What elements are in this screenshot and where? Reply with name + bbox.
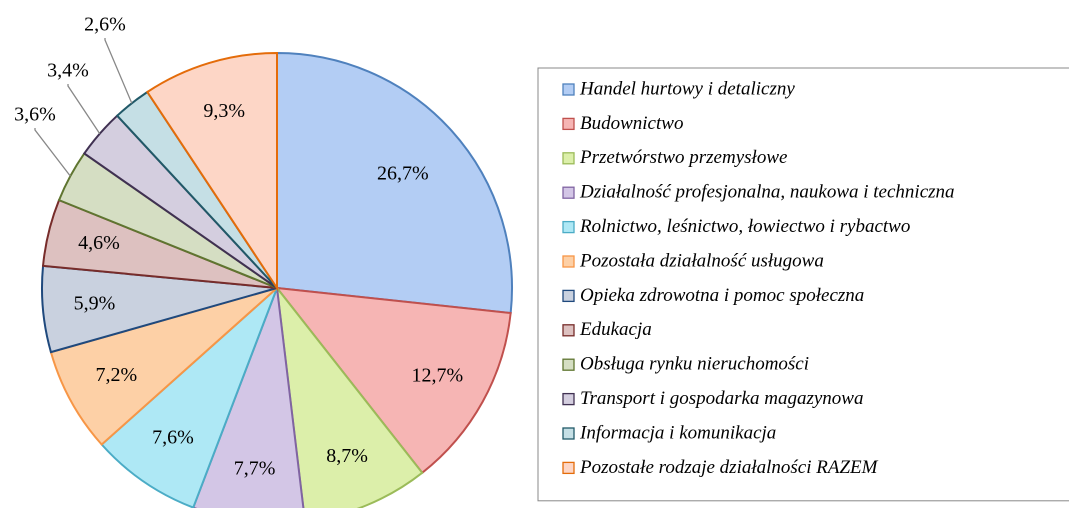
legend-label: Przetwórstwo przemysłowe [579, 147, 787, 168]
data-label: 8,7% [326, 445, 368, 467]
legend-swatch [562, 289, 575, 303]
legend-label: Rolnictwo, leśnictwo, łowiectwo i rybact… [579, 216, 910, 237]
pie-slice [276, 51, 513, 315]
data-label: 12,7% [412, 364, 464, 386]
data-label: 9,3% [203, 100, 245, 122]
legend-swatch [562, 358, 575, 371]
data-label: 7,6% [152, 427, 194, 449]
legend-swatch [562, 117, 575, 131]
data-label: 5,9% [74, 292, 116, 314]
legend-label: Transport i gospodarka magazynowa [580, 388, 863, 409]
legend-label: Pozostała działalność usługowa [579, 250, 824, 271]
legend-label: Działalność profesjonalna, naukowa i tec… [579, 182, 955, 203]
legend-swatch [562, 392, 575, 406]
legend-swatch [562, 427, 575, 440]
leader-line [104, 38, 133, 104]
legend-swatch [562, 186, 575, 199]
pie-slice [192, 287, 305, 508]
legend-swatch [562, 324, 575, 337]
legend-swatch [562, 152, 575, 165]
data-label: 7,7% [234, 458, 276, 480]
leader-line [67, 84, 101, 135]
data-label: 3,4% [47, 60, 89, 82]
legend-swatch [562, 461, 575, 475]
leader-line [34, 128, 71, 177]
legend-label: Obsługa rynku nieruchomości [580, 354, 809, 375]
data-label: 3,6% [14, 104, 56, 126]
pie-slice [100, 287, 278, 508]
legend-label: Informacja i komunikacja [579, 422, 776, 443]
data-label: 2,6% [84, 14, 126, 36]
legend-label: Budownictwo [580, 113, 683, 134]
pie-slice [49, 287, 278, 446]
legend-swatch [562, 255, 575, 268]
data-label: 7,2% [96, 364, 138, 386]
pie-slice [274, 286, 512, 475]
pie-slice [145, 51, 278, 292]
data-label: 26,7% [377, 163, 429, 185]
legend-label: Handel hurtowy i detaliczny [579, 78, 795, 99]
legend-swatch [562, 83, 575, 96]
data-label: 4,6% [78, 232, 120, 254]
legend-box [537, 67, 1069, 502]
legend-label: Edukacja [579, 319, 652, 340]
legend-swatch [562, 220, 575, 234]
legend-label: Pozostałe rodzaje działalności RAZEM [579, 457, 879, 478]
legend-label: Opieka zdrowotna i pomoc społeczna [580, 285, 864, 306]
pie-slice [275, 284, 424, 508]
